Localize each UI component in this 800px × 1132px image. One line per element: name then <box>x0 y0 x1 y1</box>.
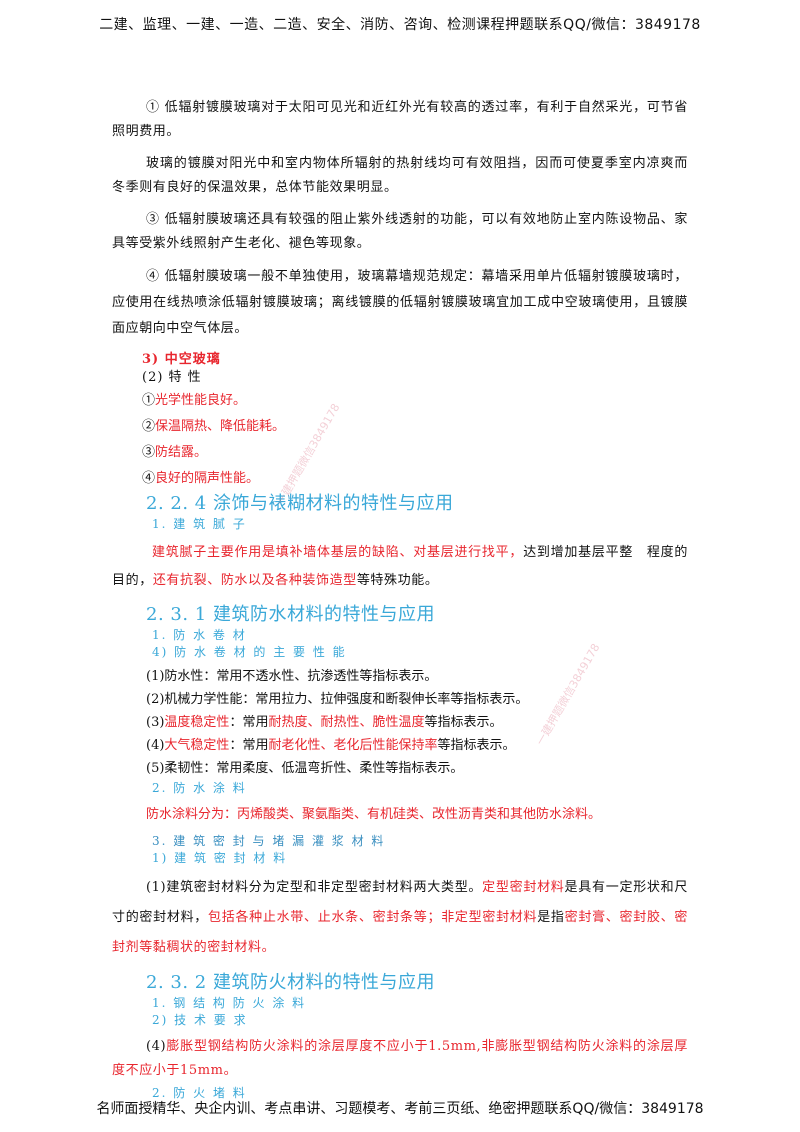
page-header: 二建、监理、一建、一造、二造、安全、消防、咨询、检测课程押题联系QQ/微信：38… <box>99 17 701 33</box>
hollow-glass-item-num: ② <box>142 419 156 434</box>
hollow-glass-item-text: 光学性能良好。 <box>155 393 247 408</box>
hollow-glass-item-text: 防结露。 <box>155 445 208 460</box>
prop-3-num: (3) <box>146 715 165 730</box>
low-e-point-3: ③ 低辐射膜玻璃还具有较强的阻止紫外线透射的功能，可以有效地防止室内陈设物品、家… <box>112 212 688 251</box>
low-e-point-1: ① 低辐射镀膜玻璃对于太阳可见光和近红外光有较高的透过率，有利于自然采光，可节省… <box>112 100 688 139</box>
prop-1-body: ：常用不透水性、抗渗透性等指标表示。 <box>203 669 438 684</box>
seal-f: 是指 <box>537 910 565 925</box>
hollow-glass-sub: (2) 特 性 <box>142 370 202 385</box>
prop-4-num: (4) <box>146 738 165 753</box>
hollow-glass-title: 3) 中空玻璃 <box>142 352 221 367</box>
prop-2: (2)机械力学性能：常用拉力、拉伸强度和断裂伸长率等指标表示。 <box>146 688 688 711</box>
section-2-2-4-title: 2. 2. 4 涂饰与裱糊材料的特性与应用 <box>146 493 454 514</box>
coating-types: 防水涂料分为：丙烯酸类、聚氨酯类、有机硅类、改性沥青类和其他防水涂料。 <box>146 807 602 822</box>
membrane-props-heading: 4) 防 水 卷 材 的 主 要 性 能 <box>152 645 347 659</box>
seal-c: 是具有一定形状和尺寸的密封材料， <box>112 880 688 925</box>
page-footer: 名师面授精华、央企内训、考点串讲、习题模考、考前三页纸、绝密押题联系QQ/微信：… <box>96 1101 704 1117</box>
fire-coating-paragraph: (4)膨胀型钢结构防火涂料的涂层厚度不应小于1.5mm,非膨胀型钢结构防火涂料的… <box>112 1035 688 1083</box>
hollow-glass-item: ②保温隔热、降低能耗。 <box>142 414 688 440</box>
low-e-point-4: ④ 低辐射膜玻璃一般不单独使用，玻璃幕墙规范规定：幕墙采用单片低辐射镀膜玻璃时，… <box>112 269 688 336</box>
hollow-glass-item-text: 良好的隔声性能。 <box>155 471 260 486</box>
prop-3-red: 耐热度、耐热性、脆性温度 <box>268 715 425 730</box>
sealing-paragraph: (1)建筑密封材料分为定型和非定型密封材料两大类型。定型密封材料是具有一定形状和… <box>112 873 688 963</box>
prop-4-end: 等指标表示。 <box>437 738 516 753</box>
seal-a: (1)建筑密封材料分为定型和非定型密封材料两大类型。 <box>146 880 483 895</box>
putty-black-1: 达到增加基层平整 程度的目的， <box>112 545 689 588</box>
hollow-glass-item-text: 保温隔热、降低能耗。 <box>155 419 286 434</box>
hollow-glass-item: ④良好的隔声性能。 <box>142 466 688 492</box>
prop-4-label: 大气稳定性 <box>164 738 230 753</box>
seal-g: 密封膏、密封胶、密封剂等黏稠状的密封材料。 <box>112 910 688 955</box>
prop-3-label: 温度稳定性 <box>164 715 230 730</box>
hollow-glass-item: ③防结露。 <box>142 440 688 466</box>
membrane-heading: 1. 防 水 卷 材 <box>152 628 247 642</box>
seal-b: 定型密封材料 <box>482 880 565 895</box>
prop-4: (4)大气稳定性：常用耐老化性、老化后性能保持率等指标表示。 <box>146 734 688 757</box>
sealing-sub-heading: 1) 建 筑 密 封 材 料 <box>152 851 288 865</box>
fire-stop-heading: 2. 防 火 堵 料 <box>152 1086 247 1100</box>
prop-3-mid: ：常用 <box>229 715 269 730</box>
putty-black-2: 等特殊功能。 <box>356 573 439 588</box>
document-body: ① 低辐射镀膜玻璃对于太阳可见光和近红外光有较高的透过率，有利于自然采光，可节省… <box>112 96 688 1102</box>
tech-req-heading: 2) 技 术 要 求 <box>152 1013 248 1027</box>
hollow-glass-item-num: ③ <box>142 445 156 460</box>
steel-coating-heading: 1. 钢 结 构 防 火 涂 料 <box>152 996 307 1010</box>
prop-4-red: 耐老化性、老化后性能保持率 <box>268 738 438 753</box>
putty-paragraph: 建筑腻子主要作用是填补墙体基层的缺陷、对基层进行找平，达到增加基层平整 程度的目… <box>112 539 688 595</box>
seal-d: 包括各种止水带、止水条、密封条等 <box>208 910 428 925</box>
hollow-glass-item: ①光学性能良好。 <box>142 388 688 414</box>
fire-text: 膨胀型钢结构防火涂料的涂层厚度不应小于1.5mm,非膨胀型钢结构防火涂料的涂层厚… <box>112 1039 688 1078</box>
section-2-3-1-title: 2. 3. 1 建筑防水材料的特性与应用 <box>146 604 435 625</box>
fire-num: (4) <box>146 1039 167 1054</box>
putty-red-2: 还有抗裂、防水以及各种装饰造型 <box>152 573 357 588</box>
prop-2-label: (2)机械力学性能 <box>146 692 243 707</box>
prop-3: (3)温度稳定性：常用耐热度、耐热性、脆性温度等指标表示。 <box>146 711 688 734</box>
prop-4-mid: ：常用 <box>229 738 269 753</box>
putty-heading: 1. 建 筑 腻 子 <box>152 517 247 531</box>
prop-2-body: ：常用拉力、拉伸强度和断裂伸长率等指标表示。 <box>242 692 529 707</box>
putty-red-1: 建筑腻子主要作用是填补墙体基层的缺陷、对基层进行找平， <box>152 545 524 560</box>
prop-5: (5)柔韧性：常用柔度、低温弯折性、柔性等指标表示。 <box>146 761 464 776</box>
low-e-point-2-text: 玻璃的镀膜对阳光中和室内物体所辐射的热射线均可有效阻挡，因而可使夏季室内凉爽而冬… <box>112 156 688 195</box>
prop-1: (1)防水性：常用不透水性、抗渗透性等指标表示。 <box>146 665 688 688</box>
prop-1-label: (1)防水性 <box>146 669 204 684</box>
hollow-glass-items: ①光学性能良好。 ②保温隔热、降低能耗。 ③防结露。 ④良好的隔声性能。 <box>112 388 688 492</box>
prop-3-end: 等指标表示。 <box>424 715 503 730</box>
hollow-glass-item-num: ① <box>142 393 156 408</box>
hollow-glass-item-num: ④ <box>142 471 156 486</box>
sealing-heading: 3. 建 筑 密 封 与 堵 漏 灌 浆 材 料 <box>152 834 386 848</box>
seal-e: ；非定型密封材料 <box>427 910 538 925</box>
section-2-3-2-title: 2. 3. 2 建筑防火材料的特性与应用 <box>146 972 435 993</box>
coating-heading: 2. 防 水 涂 料 <box>152 781 247 795</box>
low-e-point-2: 玻璃的镀膜对阳光中和室内物体所辐射的热射线均可有效阻挡，因而可使夏季室内凉爽而冬… <box>112 152 688 200</box>
